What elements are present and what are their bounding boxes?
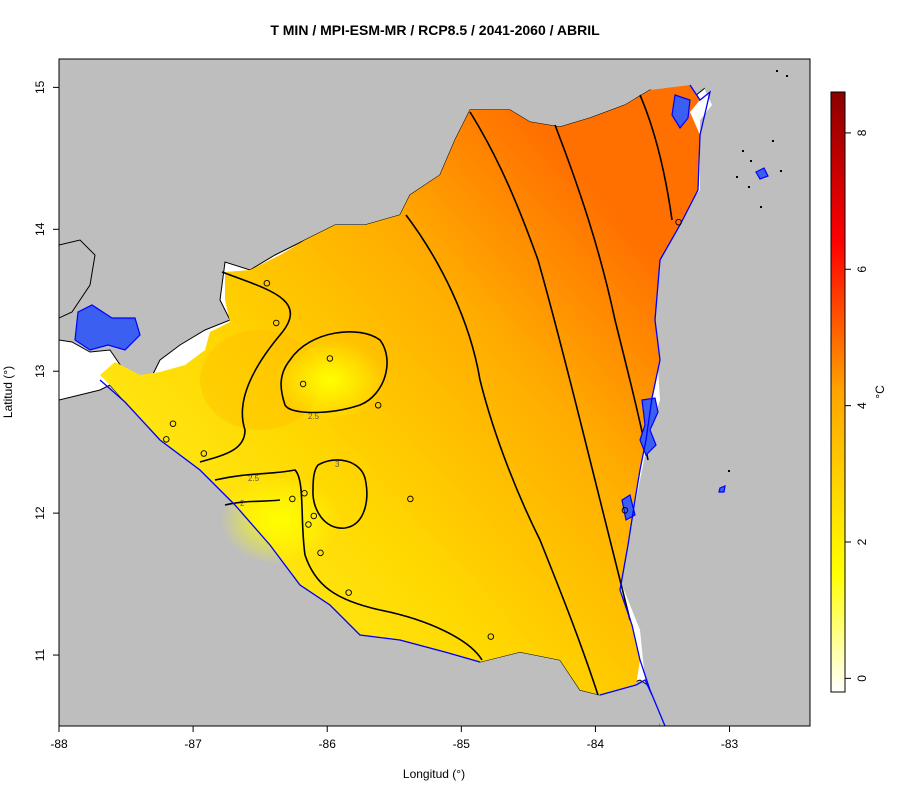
caribbean-keys	[728, 70, 788, 472]
x-tick-label: -88	[50, 737, 68, 751]
colorbar-tick-label: 6	[855, 266, 869, 273]
island-dot	[718, 485, 726, 493]
station-point	[675, 218, 682, 226]
station-point	[301, 490, 308, 497]
x-tick-label: -87	[184, 737, 202, 751]
station-point	[374, 402, 382, 409]
contour-line	[469, 111, 631, 621]
y-axis: 11 12 13 14 15	[33, 80, 59, 661]
station-point	[345, 589, 352, 596]
x-axis: -88 -87 -86 -85 -84 -83	[50, 726, 739, 751]
colorbar-tick-label: 4	[855, 402, 869, 409]
colorbar-tick-label: 0	[855, 675, 869, 682]
colorbar-unit: °C	[873, 385, 887, 399]
station-point	[299, 380, 307, 388]
contour-label: 2.5	[308, 412, 320, 421]
contour-line	[199, 271, 292, 463]
y-tick-label: 13	[33, 364, 47, 378]
station-point	[621, 507, 629, 514]
nicaragua-temperature-field	[100, 85, 700, 695]
y-tick-label: 14	[33, 222, 47, 236]
contour-label: 3	[335, 460, 340, 469]
y-tick-label: 11	[33, 648, 47, 661]
station-point	[305, 521, 312, 528]
pearl-lagoon	[639, 397, 659, 457]
colorbar-tick-label: 2	[855, 538, 869, 545]
chart-title: T MIN / MPI-ESM-MR / RCP8.5 / 2041-2060 …	[270, 22, 600, 38]
colorbar	[830, 91, 846, 693]
station-point	[407, 495, 414, 503]
station-point	[310, 512, 318, 520]
gulf-fonseca	[74, 304, 141, 351]
x-tick-label: -83	[721, 737, 739, 751]
x-tick-label: -84	[587, 737, 605, 751]
x-tick-label: -85	[453, 737, 471, 751]
contour-lines	[199, 94, 673, 696]
station-point	[289, 495, 296, 503]
station-point	[169, 420, 177, 427]
caribbean-coastline	[619, 84, 712, 726]
contour-line	[312, 459, 368, 529]
san-juan-river	[599, 679, 653, 696]
station-point	[487, 633, 495, 640]
caribbean-land-east	[620, 59, 810, 726]
contour-line	[639, 94, 673, 221]
station-point	[326, 355, 334, 362]
y-tick-label: 15	[33, 80, 47, 94]
contour-line	[554, 124, 649, 461]
x-axis-label: Longitud (°)	[403, 767, 465, 781]
gulf-fonseca-left	[59, 239, 96, 319]
station-point	[273, 319, 280, 327]
contour-line	[224, 499, 281, 506]
contour-label: 2	[240, 499, 245, 508]
colorbar-tick-label: 8	[855, 129, 869, 136]
y-tick-label: 12	[33, 506, 47, 520]
cayos-miskitos	[755, 167, 769, 180]
contour-label: 2.5	[248, 474, 260, 483]
cool-core-south	[220, 475, 340, 565]
x-tick-label: -86	[319, 737, 337, 751]
contour-line	[280, 331, 388, 414]
cool-core-center	[275, 340, 385, 420]
plot-frame	[58, 58, 811, 727]
north-lagoon	[671, 94, 691, 130]
station-point	[163, 436, 170, 443]
colorbar-ticks: 0 2 4 6 8	[845, 129, 869, 682]
station-point	[317, 549, 324, 557]
station-point	[200, 450, 208, 457]
y-axis-label: Latitud (°)	[1, 366, 15, 418]
pacific-coastline	[99, 379, 481, 663]
station-point	[263, 279, 271, 287]
contour-line	[405, 214, 599, 696]
station-markers	[163, 218, 682, 640]
contour-line	[214, 469, 483, 661]
